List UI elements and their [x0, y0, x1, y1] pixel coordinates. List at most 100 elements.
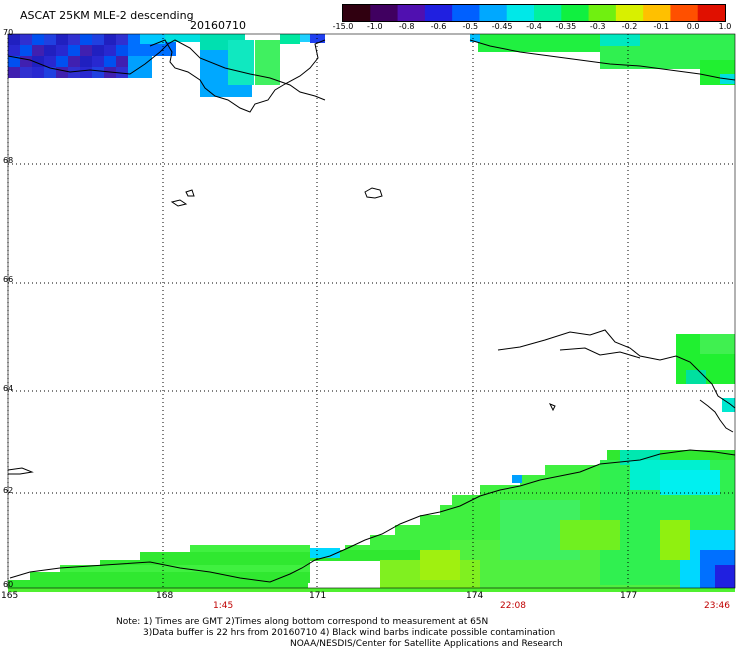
wind-cell — [68, 56, 80, 67]
wind-cell — [92, 45, 104, 56]
wind-cell — [310, 548, 340, 558]
wind-cell — [32, 34, 44, 45]
wind-cell — [164, 45, 176, 56]
wind-cell — [56, 45, 68, 56]
wind-cell — [190, 545, 310, 556]
colorbar-swatch — [588, 5, 617, 21]
coastline-island-west — [7, 467, 34, 475]
wind-cell — [686, 370, 706, 384]
wind-cell — [80, 67, 92, 78]
island-4 — [548, 403, 556, 412]
wind-cell — [255, 40, 280, 85]
wind-cell — [92, 67, 104, 78]
wind-cell — [140, 34, 165, 44]
wind-cell — [32, 67, 44, 78]
wind-cell — [92, 56, 104, 67]
note-line-1: Note: 1) Times are GMT 2)Times along bot… — [116, 617, 489, 627]
colorbar-label: -0.6 — [430, 22, 447, 31]
wind-cell — [80, 34, 92, 45]
wind-cell — [116, 67, 128, 78]
colorbar-label: -15.0 — [332, 22, 354, 31]
wind-cell — [104, 34, 116, 45]
colorbar-swatches — [342, 4, 726, 22]
coastline-chukotka-east — [497, 329, 736, 409]
wind-cell — [68, 45, 80, 56]
wind-cell — [228, 40, 254, 85]
coastline-se-islands — [699, 399, 734, 433]
wind-cell — [60, 565, 310, 576]
colorbar-swatch — [670, 5, 699, 21]
lon-label-174: 174 — [466, 591, 484, 601]
wind-cell — [140, 45, 152, 56]
wind-cell — [700, 334, 735, 354]
wind-cell — [104, 45, 116, 56]
lat-label-66: 66 — [3, 275, 14, 284]
wind-cell — [56, 56, 68, 67]
wind-cell — [607, 450, 735, 461]
colorbar-label: -1.0 — [367, 22, 383, 31]
wind-cell — [44, 45, 56, 56]
wind-cell — [80, 45, 92, 56]
lat-label-60: 60 — [3, 580, 14, 589]
coastline-chukotka-west — [7, 39, 326, 101]
wind-cell — [104, 56, 116, 67]
colorbar-swatch — [370, 5, 399, 21]
lat-label-62: 62 — [3, 486, 14, 495]
colorbar-frame — [342, 4, 726, 22]
wind-cell — [128, 67, 140, 78]
wind-cell — [478, 34, 618, 52]
wind-cell — [116, 34, 128, 45]
colorbar-swatch — [615, 5, 644, 21]
lon-label-177: 177 — [620, 591, 638, 601]
coastline-bay — [559, 347, 641, 359]
wind-cell — [128, 45, 140, 56]
wind-cell — [512, 475, 522, 483]
wind-cell — [470, 34, 480, 42]
colorbar-legend: -15.0 -1.0 -0.8 -0.6 -0.5 -0.45 -0.4 -0.35 -0.3 -… — [333, 4, 731, 31]
colorbar-swatch — [506, 5, 535, 21]
wind-cell — [280, 34, 300, 44]
lon-label-165: 165 — [1, 591, 19, 601]
note-line-3: NOAA/NESDIS/Center for Satellite Applica… — [290, 639, 563, 649]
map-date: 20160710 — [190, 19, 246, 32]
wind-cell — [660, 470, 720, 495]
wind-cell — [80, 56, 92, 67]
map-frame — [7, 33, 736, 589]
lat-label-68: 68 — [3, 156, 14, 165]
island-1 — [364, 187, 383, 199]
wind-cell — [44, 34, 56, 45]
lat-label-70: 70 — [3, 28, 14, 37]
colorbar-label: -0.4 — [526, 22, 542, 31]
wind-cell — [600, 34, 640, 46]
wind-cell — [44, 67, 56, 78]
island-2 — [170, 199, 188, 207]
colorbar-swatch — [397, 5, 426, 21]
colorbar-label: -0.2 — [621, 22, 638, 31]
colorbar-label: 1.0 — [718, 22, 732, 31]
wind-cell — [8, 56, 20, 67]
wind-cell — [140, 67, 152, 78]
colorbar-label: -0.3 — [589, 22, 606, 31]
wind-cell — [8, 580, 308, 591]
lat-label-64: 64 — [3, 384, 14, 393]
wind-cell — [56, 67, 68, 78]
wind-cell — [560, 520, 620, 550]
wind-cell — [715, 565, 735, 588]
wind-cell — [452, 495, 735, 506]
colorbar-label: -0.45 — [491, 22, 513, 31]
colorbar-label: -0.8 — [398, 22, 415, 31]
wind-cell — [152, 45, 164, 56]
wind-cell — [116, 45, 128, 56]
coastline-wrangel — [149, 39, 326, 113]
wind-cell — [20, 45, 32, 56]
wind-cell — [128, 56, 140, 67]
wind-cell — [32, 56, 44, 67]
wind-cell — [420, 550, 460, 580]
lat-lon-grid — [7, 33, 736, 589]
map-title: ASCAT 25KM MLE-2 descending — [20, 9, 194, 22]
colorbar-swatch — [697, 5, 726, 21]
wind-cell — [56, 34, 68, 45]
wind-cell — [8, 34, 20, 45]
wind-cell — [722, 398, 735, 412]
